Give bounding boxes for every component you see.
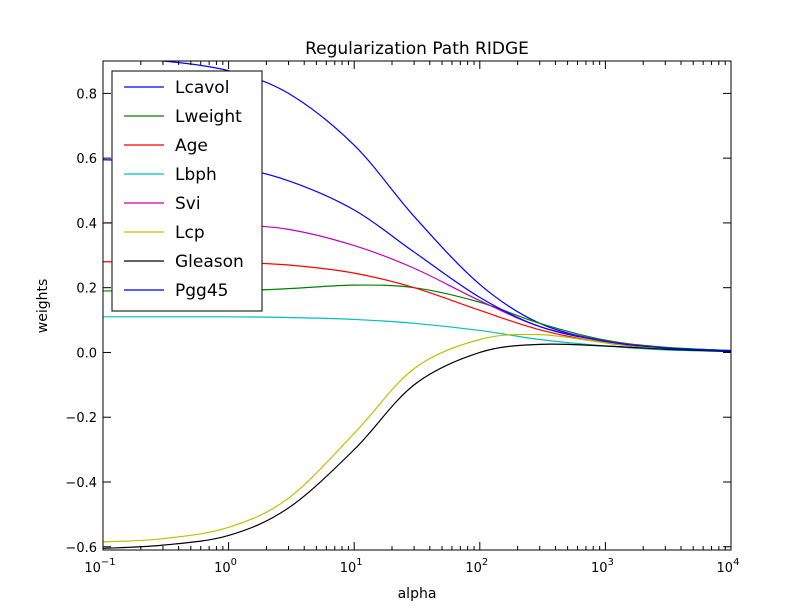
legend-label-gleason: Gleason: [175, 252, 244, 272]
legend: Lcavol Lweight Age Lbph Svi Lcp Gleason Pgg45: [111, 70, 263, 312]
legend-box: [111, 70, 263, 312]
series-line-gleason: [103, 343, 731, 549]
y-tick-label: 0.2: [76, 282, 97, 297]
series-line-lcp: [103, 333, 731, 543]
y-tick-label: 0.4: [76, 217, 97, 232]
y-tick-label: −0.4: [65, 476, 97, 491]
legend-label-lcp: Lcp: [175, 223, 205, 243]
x-tick-label: 104: [717, 557, 740, 576]
y-tick-label: 0.8: [76, 87, 97, 102]
legend-label-lbph: Lbph: [175, 165, 217, 185]
legend-label-lcavol: Lcavol: [175, 78, 229, 98]
y-axis-label: weights: [35, 279, 51, 334]
x-tick-label: 101: [340, 557, 363, 576]
x-tick-label: 102: [465, 557, 488, 576]
legend-label-pgg45: Pgg45: [175, 281, 228, 301]
y-tick-label: −0.6: [65, 541, 97, 556]
ticks-layer: 10−1 100 101 102 103 104 0.8 0.6 0.4 0.2 0.0 −0.2 −0…: [65, 61, 739, 576]
legend-label-svi: Svi: [175, 194, 201, 214]
plot-frame: [102, 60, 732, 551]
x-tick-label: 10−1: [84, 557, 115, 576]
y-tick-label: −0.2: [65, 411, 97, 426]
legend-label-lweight: Lweight: [175, 107, 242, 127]
x-tick-label: 103: [591, 557, 614, 576]
y-tick-label: 0.6: [76, 152, 97, 167]
legend-label-age: Age: [175, 136, 208, 156]
x-tick-label: 100: [214, 557, 237, 576]
x-axis-label: alpha: [398, 586, 437, 602]
y-tick-label: 0.0: [76, 346, 97, 361]
chart-title: Regularization Path RIDGE: [305, 39, 529, 59]
